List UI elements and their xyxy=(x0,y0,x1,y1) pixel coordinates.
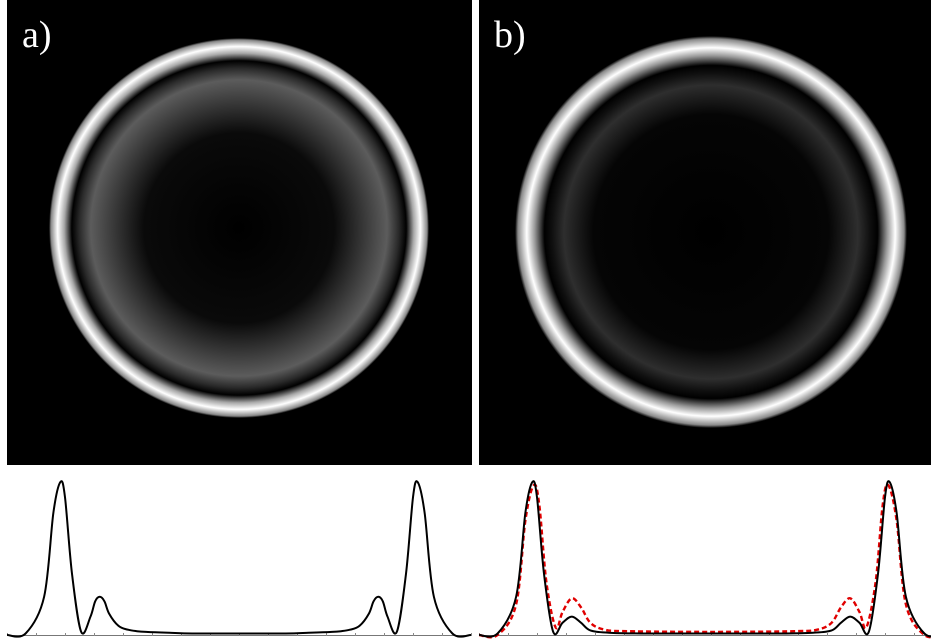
ring-image-a: a) xyxy=(7,0,472,465)
profile-plot-b-svg xyxy=(479,480,931,639)
profile-series-a-black-solid xyxy=(7,480,472,638)
profile-plot-b xyxy=(479,474,931,643)
ring-image-b: b) xyxy=(479,0,931,465)
profile-plot-a xyxy=(7,474,472,643)
ring-image-b-svg xyxy=(479,0,931,465)
panel-label-b: b) xyxy=(494,14,526,56)
profile-series-b-red-dashed xyxy=(479,483,931,639)
panel-label-a: a) xyxy=(22,14,52,56)
ring-image-a-svg xyxy=(7,0,472,465)
ring-pattern-b xyxy=(515,36,907,428)
profile-series-b-black-solid xyxy=(479,480,931,638)
profile-plot-a-svg xyxy=(7,480,472,638)
ring-pattern-a xyxy=(49,38,429,418)
